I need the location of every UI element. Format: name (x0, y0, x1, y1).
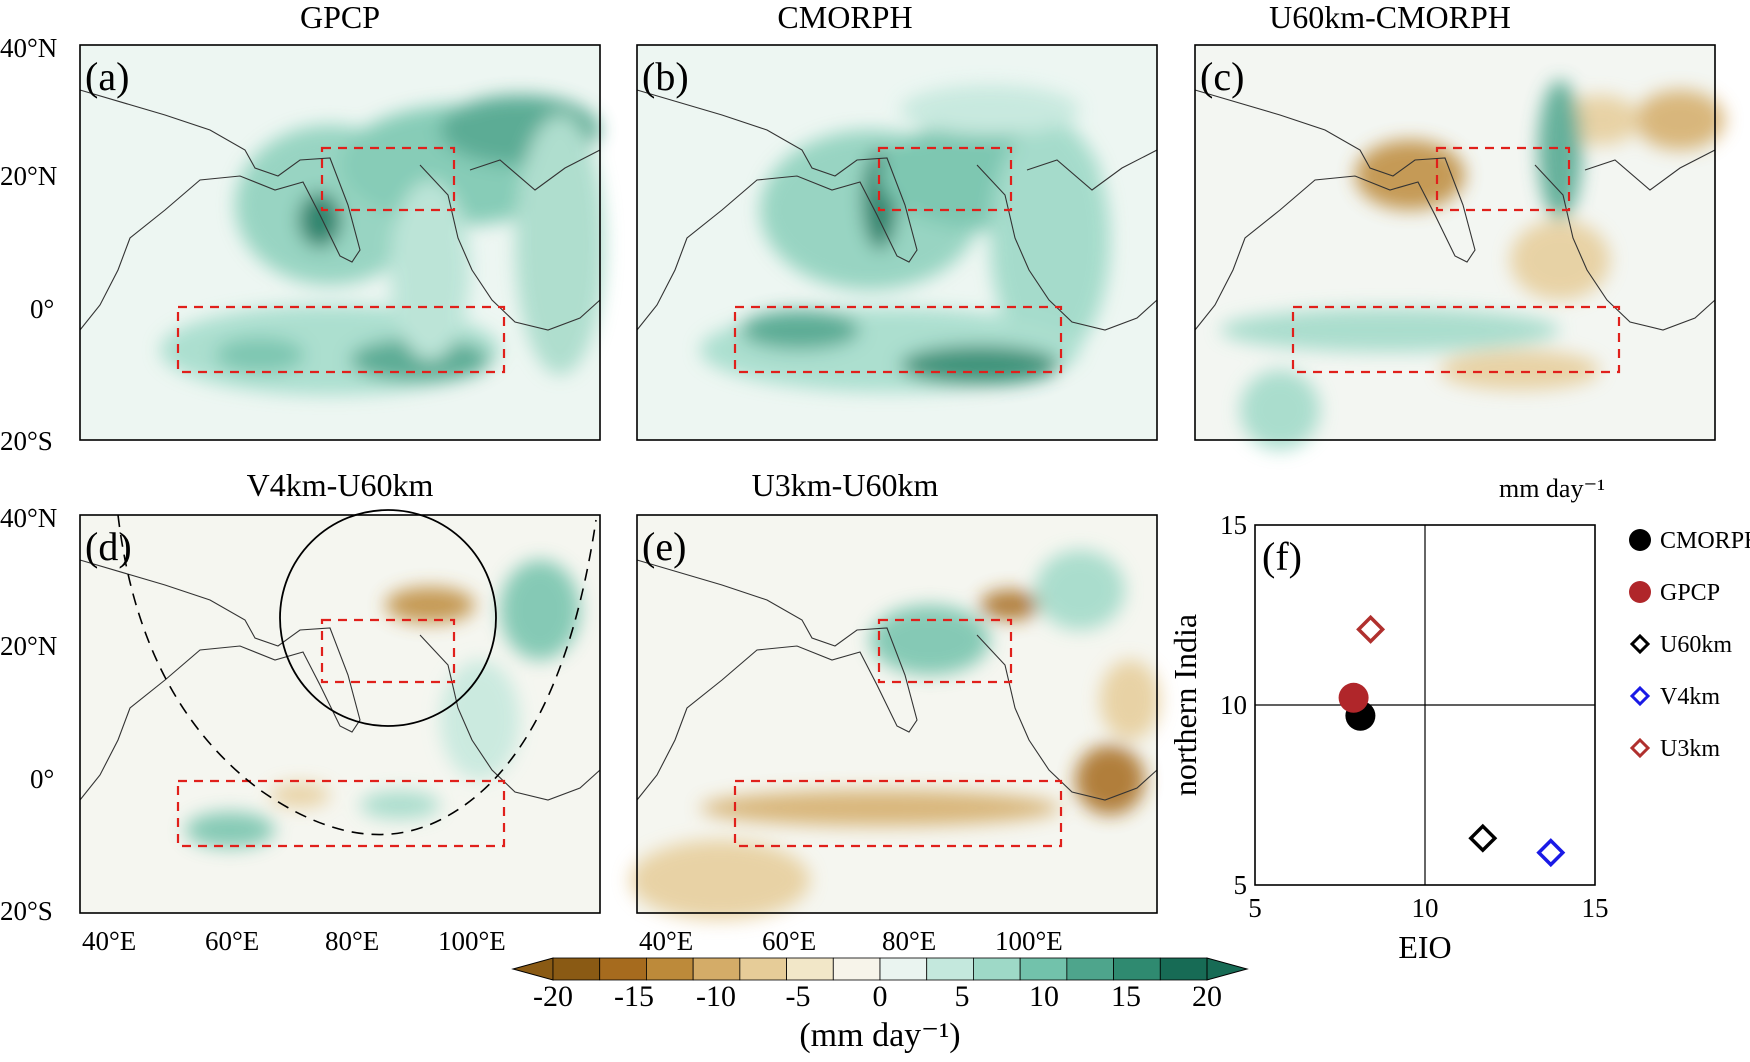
legend-label-cmorph: CMORPH (1660, 528, 1750, 554)
colorbar-swatch (832, 957, 881, 981)
legend-marker-v4km (1629, 685, 1651, 707)
colorbar-min-arrow (511, 957, 554, 981)
panel-letter-e: (e) (642, 524, 686, 569)
cb-tick: 0 (873, 980, 888, 1013)
lon-tick-40e-e: 40°E (639, 926, 693, 956)
cb-tick: -10 (696, 980, 736, 1013)
panel-title-e: U3km-U60km (752, 467, 939, 503)
lat-tick-20n-bottom: 20°N (0, 631, 57, 661)
point-u3km (1356, 614, 1386, 644)
panel-letter-b: (b) (642, 54, 689, 99)
cb-tick: -20 (533, 980, 573, 1013)
y-tick-label: 10 (1220, 690, 1247, 720)
colorbar-swatch (599, 957, 647, 981)
lat-tick-40n-bottom: 40°N (0, 503, 57, 533)
panel-letter-d: (d) (85, 524, 132, 569)
legend-label-u60km: U60km (1660, 632, 1732, 658)
panel-letter-c: (c) (1200, 54, 1244, 99)
legend-label-v4km: V4km (1660, 684, 1720, 710)
colorbar-swatch (926, 957, 974, 981)
point-gpcp (1338, 682, 1369, 713)
cb-tick: 5 (955, 980, 970, 1013)
map-panel-d: (d) (79, 509, 601, 914)
colorbar-swatch (552, 957, 601, 981)
lat-tick-20s-bottom: 20°S (0, 896, 53, 926)
panel-title-b: CMORPH (777, 0, 912, 35)
panel-letter-f: (f) (1262, 534, 1302, 579)
cb-tick: -5 (786, 980, 811, 1013)
colorbar-swatch (973, 957, 1021, 981)
x-tick-label: 15 (1582, 893, 1609, 923)
colorbar-swatch (879, 957, 928, 981)
colorbar-swatch (786, 957, 834, 981)
cb-tick: 20 (1192, 980, 1222, 1013)
colorbar-swatch (692, 957, 741, 981)
legend-marker-cmorph (1629, 529, 1651, 551)
lon-tick-80e-d: 80°E (325, 926, 379, 956)
cb-tick: 15 (1111, 980, 1141, 1013)
map-panel-c: (c) (1194, 44, 1725, 450)
legend-marker-u3km (1629, 737, 1651, 759)
cb-tick: 10 (1029, 980, 1059, 1013)
lon-tick-100e-d: 100°E (438, 926, 506, 956)
panel-title-c: U60km-CMORPH (1269, 0, 1511, 35)
colorbar-swatch (1019, 957, 1068, 981)
legend-label-gpcp: GPCP (1660, 580, 1720, 606)
x-tick-label: 10 (1412, 893, 1439, 923)
lat-tick-eq-top: 0° (30, 294, 54, 324)
map-panel-b: (b) (636, 44, 1158, 441)
lat-tick-eq-bottom: 0° (30, 764, 54, 794)
scatter-reference-lines (1255, 525, 1595, 885)
colorbar-max-arrow (1206, 957, 1249, 981)
legend-marker-u60km (1629, 633, 1651, 655)
lat-tick-20s-top: 20°S (0, 426, 53, 456)
lat-tick-20n-top: 20°N (0, 161, 57, 191)
lon-tick-60e-d: 60°E (205, 926, 259, 956)
lon-tick-100e-e: 100°E (995, 926, 1063, 956)
colorbar-swatch (646, 957, 694, 981)
scatter-ticks: 5 10 15 5 10 15 (1220, 510, 1609, 923)
colorbar-swatch (1113, 957, 1161, 981)
scatter-points (1338, 614, 1566, 868)
y-axis-label: northern India (1167, 614, 1203, 796)
point-v4km (1536, 838, 1566, 868)
map-panel-e: (e) (630, 514, 1160, 920)
lon-tick-60e-e: 60°E (762, 926, 816, 956)
y-tick-label: 15 (1220, 510, 1247, 540)
legend-label-u3km: U3km (1660, 736, 1720, 762)
colorbar-unit-label: (mm day⁻¹) (799, 1017, 960, 1054)
panel-title-d: V4km-U60km (247, 467, 434, 503)
colorbar-tick-labels: -20 -15 -10 -5 0 5 10 15 20 (533, 980, 1222, 1013)
point-u60km (1468, 823, 1498, 853)
lon-tick-80e-e: 80°E (882, 926, 936, 956)
colorbar (511, 957, 1249, 981)
lon-tick-40e-d: 40°E (82, 926, 136, 956)
x-axis-label: EIO (1398, 929, 1451, 965)
colorbar-swatch (1066, 957, 1114, 981)
x-tick-label: 5 (1248, 893, 1262, 923)
map-panel-a: (a) (79, 44, 605, 441)
scatter-legend: CMORPH GPCP U60km V4km U3km (1629, 528, 1750, 762)
panel-title-a: GPCP (300, 0, 380, 35)
unit-note: mm day⁻¹ (1499, 474, 1605, 503)
scatter-panel-f: (f) mm day⁻¹ EIO northern India 5 10 15 5 10… (1167, 474, 1750, 965)
y-tick-label: 5 (1234, 870, 1248, 900)
cb-tick: -15 (614, 980, 654, 1013)
map-axis-labels: 40°N 20°N 0° 20°S 40°N 20°N 0° 20°S 40°E… (0, 33, 1063, 956)
legend-marker-gpcp (1629, 581, 1651, 603)
lat-tick-40n-top: 40°N (0, 33, 57, 63)
panel-letter-a: (a) (85, 54, 129, 99)
colorbar-swatch (739, 957, 787, 981)
colorbar-swatch (1159, 957, 1208, 981)
